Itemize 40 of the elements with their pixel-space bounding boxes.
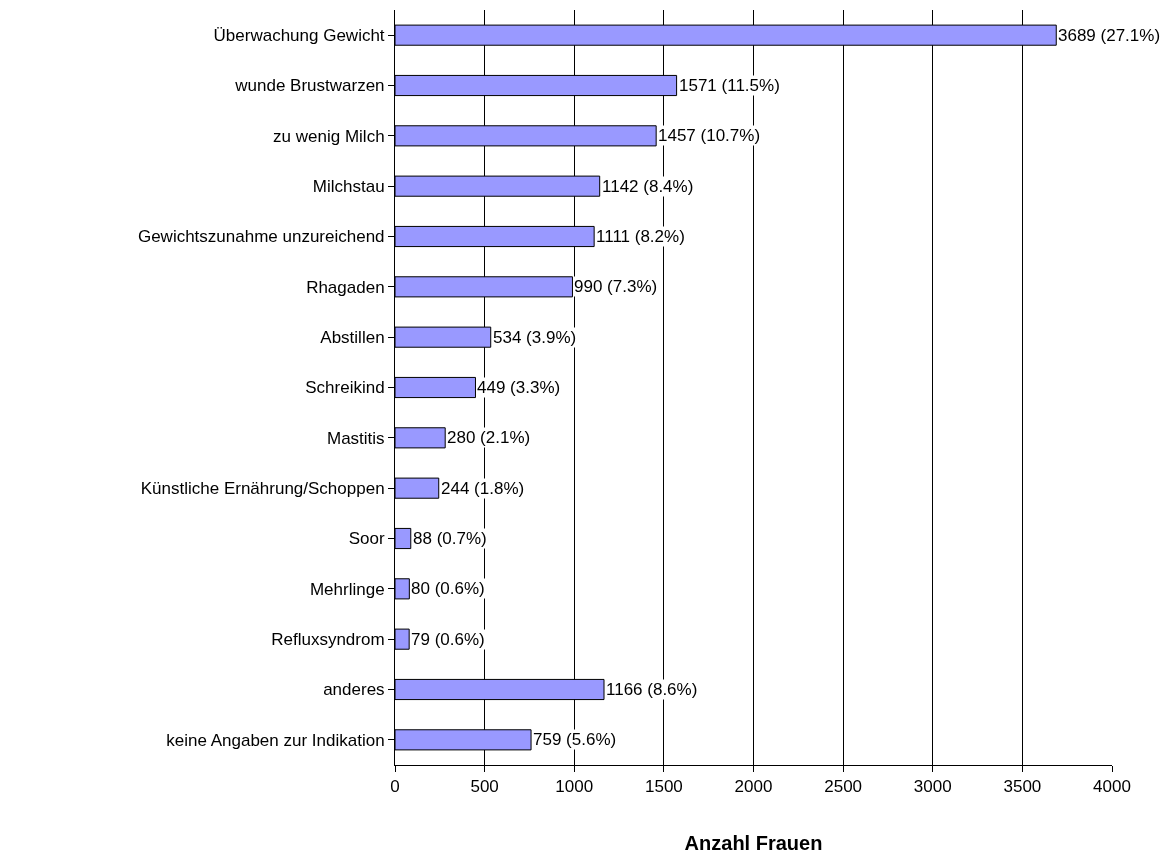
y-tick-label: Schreikind [305,378,385,398]
x-tick-label: 1000 [555,777,594,797]
data-label: 244 (1.8%) [441,479,525,498]
y-tick-label: Mastitis [326,428,385,448]
y-tick-label: Gewichtszunahme unzureichend [137,227,385,247]
x-tick-label: 4000 [1093,777,1131,797]
y-tick-label: anderes [323,680,385,700]
data-label: 1571 (11.5%) [679,76,780,95]
x-tick-label: 1500 [644,777,683,797]
y-tick-label: wunde Brustwarzen [234,76,385,96]
x-tick-label: 0 [390,777,400,797]
y-tick-label: keine Angaben zur Indikation [166,730,385,750]
data-label: 80 (0.6%) [411,579,485,598]
y-tick-label: Rhagaden [306,277,385,297]
x-tick-label: 2000 [734,777,773,797]
data-label: 534 (3.9%) [493,328,577,347]
y-tick-label: Soor [348,529,385,549]
x-tick-label: 3500 [1003,777,1042,797]
y-tick-label: Refluxsyndrom [271,630,385,650]
data-label: 990 (7.3%) [574,277,658,296]
data-label: 280 (2.1%) [447,428,531,447]
data-label: 449 (3.3%) [477,378,561,397]
data-label: 1166 (8.6%) [606,680,698,699]
data-label: 1457 (10.7%) [658,126,761,145]
x-tick-label: 2500 [824,777,863,797]
data-label: 88 (0.7%) [413,529,487,548]
data-label: 1142 (8.4%) [602,177,694,196]
y-tick-label: Milchstau [312,177,385,197]
data-label: 3689 (27.1%) [1058,26,1161,45]
y-tick-label: Abstillen [320,328,385,348]
x-tick-label: 500 [470,777,499,797]
y-tick-label: Künstliche Ernährung/Schoppen [140,479,385,499]
y-tick-label: zu wenig Milch [273,126,385,146]
x-axis-title: Anzahl Frauen [684,831,823,854]
data-label: 1111 (8.2%) [596,227,685,246]
x-tick-label: 3000 [913,777,952,797]
data-label: 79 (0.6%) [411,630,485,649]
data-label: 759 (5.6%) [533,730,617,749]
y-tick-label: Mehrlinge [309,579,385,599]
y-tick-label: Überwachung Gewicht [213,26,385,46]
